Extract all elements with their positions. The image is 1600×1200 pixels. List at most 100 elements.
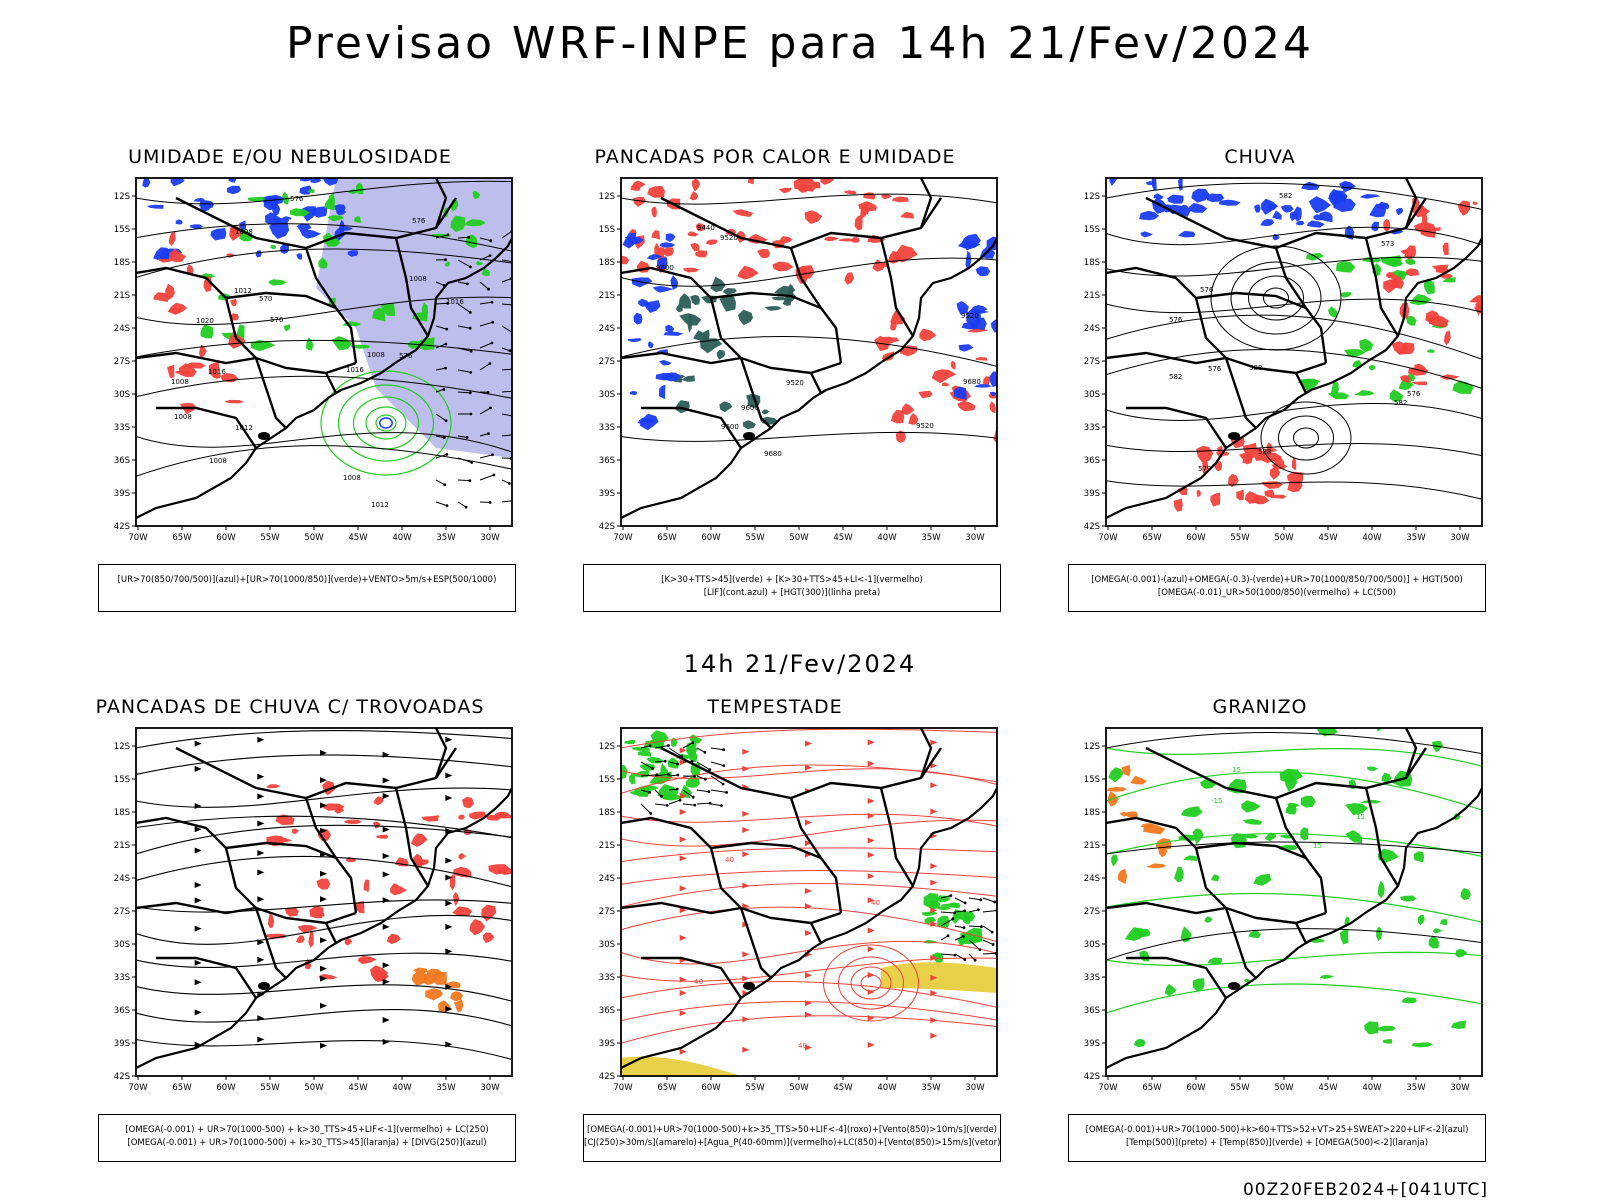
storm-area-red bbox=[344, 938, 353, 946]
wind-vector bbox=[968, 897, 981, 901]
legend-line: [LIF](cont.azul) + [HGT(300)](linha pret… bbox=[703, 588, 881, 598]
storm-area-red bbox=[370, 965, 389, 982]
rain-area-red bbox=[1469, 295, 1482, 304]
humidity-blob-green bbox=[350, 344, 370, 349]
coastline bbox=[136, 237, 512, 519]
wind-vector-head bbox=[487, 432, 490, 435]
hgt-contour bbox=[621, 431, 997, 442]
flow-arrow bbox=[382, 978, 390, 985]
contour-label: 1020 bbox=[196, 317, 214, 325]
lat-label: 42S bbox=[1084, 522, 1100, 532]
humidity-blob-green bbox=[472, 190, 481, 199]
hgt-contour bbox=[621, 335, 997, 367]
storm-area-red bbox=[421, 815, 440, 822]
flow-arrow bbox=[445, 794, 453, 801]
omega500-area-orange bbox=[1145, 863, 1167, 869]
temp850-contour-green bbox=[1180, 806, 1203, 817]
storm-area-red bbox=[334, 807, 345, 814]
flow-arrow bbox=[382, 1038, 390, 1045]
lon-label: 30W bbox=[480, 533, 500, 543]
temp850-contour-green bbox=[1183, 855, 1198, 861]
humidity-blob-green bbox=[282, 191, 290, 205]
lon-label: 65W bbox=[172, 533, 192, 543]
wind-vector bbox=[640, 789, 650, 793]
lon-label: 45W bbox=[348, 533, 368, 543]
flow-arrow bbox=[805, 1044, 812, 1051]
wind-area-green bbox=[686, 742, 698, 756]
wind-vector bbox=[435, 435, 445, 439]
wind-vector bbox=[668, 799, 681, 805]
lon-label: 70W bbox=[1098, 1083, 1118, 1093]
storm-area-red bbox=[458, 814, 465, 820]
rain-area-red bbox=[1410, 207, 1430, 218]
hgt-contour bbox=[1263, 287, 1289, 309]
flow-arrow bbox=[382, 871, 390, 878]
storm-area-orange bbox=[423, 973, 438, 986]
wind-vector-head bbox=[962, 926, 966, 930]
contour-label: 576 bbox=[1208, 365, 1222, 373]
omega-area-green bbox=[1405, 315, 1417, 326]
flow-arrow bbox=[320, 802, 327, 809]
temp850-contour-green bbox=[1428, 935, 1439, 949]
lat-label: 12S bbox=[1084, 192, 1100, 202]
storm-area-red bbox=[355, 901, 365, 914]
thickness-dash-red bbox=[230, 298, 237, 307]
lc-streamline bbox=[1106, 298, 1482, 314]
wind-area-green bbox=[624, 739, 636, 745]
flow-arrow bbox=[382, 792, 390, 799]
flow-arrow bbox=[445, 736, 453, 743]
temp850-contour-green bbox=[1432, 741, 1443, 753]
thickness-dash-red bbox=[157, 258, 174, 263]
lat-label: 42S bbox=[114, 522, 130, 532]
wind-vector-head bbox=[488, 362, 492, 365]
instability-area-red bbox=[989, 401, 996, 414]
wind-vector bbox=[435, 501, 448, 507]
omega-area-green bbox=[1298, 378, 1319, 391]
storm-area-red bbox=[268, 913, 275, 929]
humidity-blob-green bbox=[481, 268, 490, 276]
rain-area-red bbox=[1422, 213, 1428, 226]
country-border bbox=[1364, 787, 1400, 887]
streamline bbox=[136, 1038, 512, 1061]
instability-area-red bbox=[690, 242, 700, 252]
rain-area-red bbox=[1173, 498, 1183, 512]
coastline bbox=[1106, 237, 1482, 519]
wind-vector bbox=[682, 789, 694, 798]
wind-vector-head bbox=[667, 772, 670, 776]
lon-label: 30W bbox=[480, 1083, 500, 1093]
lat-label: 21S bbox=[114, 291, 130, 301]
lat-label: 36S bbox=[114, 1006, 130, 1016]
humidity-blob-green bbox=[353, 216, 361, 223]
instability-area-red bbox=[732, 209, 754, 217]
contour-label: 9680 bbox=[963, 378, 981, 386]
wind-vector-head bbox=[491, 453, 494, 457]
rain-area-red bbox=[1411, 381, 1428, 386]
instability-area-red bbox=[804, 210, 823, 224]
flow-arrow bbox=[445, 874, 453, 881]
wind-vector-head bbox=[648, 791, 651, 794]
temp850-contour-green bbox=[1106, 833, 1482, 857]
omega-area-blue bbox=[1359, 194, 1381, 199]
lc-streamline bbox=[621, 870, 997, 885]
hgt-contour bbox=[1248, 275, 1304, 321]
wind-vector-head bbox=[993, 900, 997, 904]
humidity-blob-blue bbox=[228, 178, 237, 183]
lon-label: 50W bbox=[789, 533, 809, 543]
contour-label: 1016 bbox=[446, 298, 464, 306]
flow-arrow bbox=[742, 1046, 750, 1053]
storm-area-red bbox=[305, 959, 312, 970]
contour-label: 40 bbox=[725, 856, 734, 864]
flow-arrow bbox=[257, 896, 265, 903]
lon-label: 40W bbox=[1362, 1083, 1382, 1093]
instability-area-teal bbox=[746, 393, 754, 401]
isobar bbox=[136, 445, 512, 477]
isobar bbox=[136, 432, 512, 453]
wind-vector-head bbox=[676, 773, 680, 777]
rain-area-red bbox=[1391, 275, 1405, 289]
contour-label: 588 bbox=[1258, 448, 1271, 456]
lat-label: 30S bbox=[114, 390, 130, 400]
humidity-blob-green bbox=[250, 340, 276, 352]
flow-arrow bbox=[382, 826, 390, 833]
flow-arrow bbox=[679, 907, 687, 914]
instability-area-red bbox=[747, 178, 754, 185]
